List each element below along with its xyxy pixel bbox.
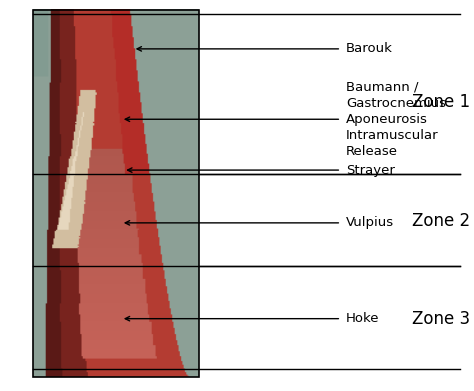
- Text: Vulpius: Vulpius: [346, 216, 394, 230]
- Text: Zone 3: Zone 3: [412, 310, 470, 328]
- Bar: [33, 10, 199, 377]
- Text: Barouk: Barouk: [346, 42, 393, 56]
- Text: Hoke: Hoke: [346, 312, 380, 325]
- Text: Baumann /
Gastrocnemius
Aponeurosis
Intramuscular
Release: Baumann / Gastrocnemius Aponeurosis Intr…: [346, 81, 446, 158]
- Text: Strayer: Strayer: [346, 163, 395, 177]
- Text: Zone 1: Zone 1: [412, 93, 470, 111]
- Text: Zone 2: Zone 2: [412, 212, 470, 230]
